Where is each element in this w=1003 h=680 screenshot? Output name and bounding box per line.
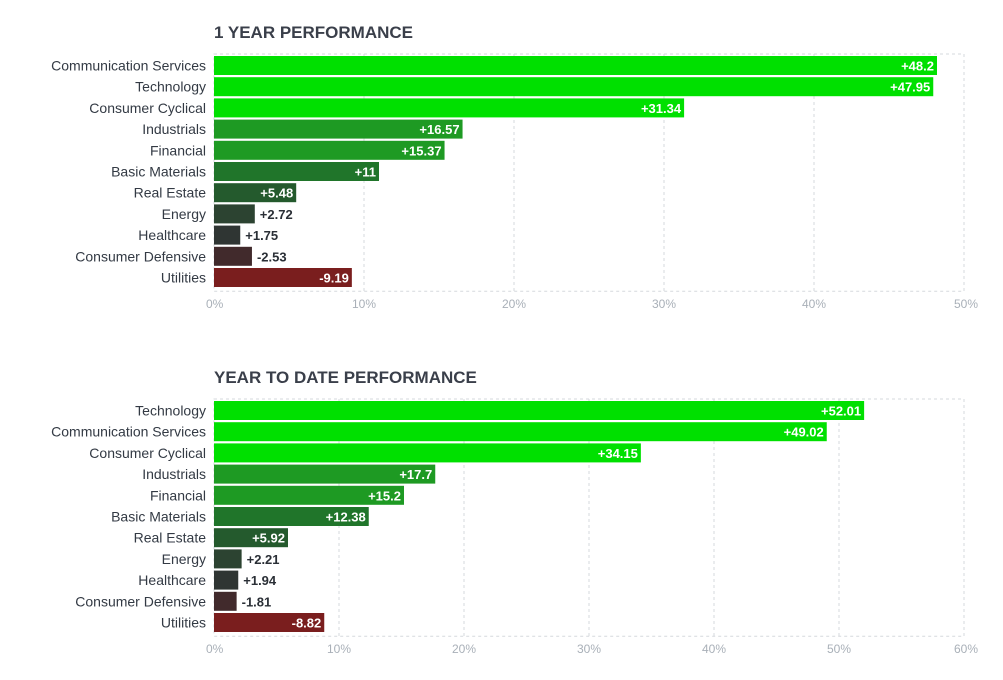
one-year-tick-label: 50% (954, 297, 978, 311)
one-year-tick-label: 20% (502, 297, 526, 311)
one-year-category-label: Consumer Defensive (75, 248, 206, 264)
ytd-bar (214, 485, 404, 505)
year-to-date-performance-svg: YEAR TO DATE PERFORMANCE 0% 10% 20% 30% 40% 50… (51, 368, 978, 656)
ytd-bar (214, 443, 641, 463)
ytd-category-label: Basic Materials (111, 509, 206, 525)
ytd-bar (214, 464, 436, 484)
ytd-bar (214, 401, 865, 420)
ytd-value-label: -8.82 (292, 616, 322, 631)
one-year-value-label: +47.95 (890, 80, 930, 95)
one-year-bar (214, 56, 937, 75)
ytd-tick-label: 40% (702, 642, 726, 656)
one-year-value-label: +5.48 (260, 186, 293, 201)
ytd-value-label: +2.21 (247, 552, 280, 567)
one-year-bar (214, 140, 445, 160)
one-year-value-label: +31.34 (641, 101, 682, 116)
one-year-category-label: Consumer Cyclical (89, 100, 206, 116)
one-year-bar (214, 225, 241, 245)
one-year-category-label: Communication Services (51, 58, 206, 74)
one-year-tick-label: 0% (206, 297, 224, 311)
one-year-category-label: Healthcare (138, 227, 206, 243)
ytd-bar (214, 549, 242, 569)
one-year-category-label: Industrials (142, 121, 206, 137)
ytd-bar (214, 591, 237, 611)
ytd-bar (214, 422, 827, 442)
ytd-tick-label: 30% (577, 642, 601, 656)
ytd-tick-label: 10% (327, 642, 351, 656)
ytd-tick-label: 20% (452, 642, 476, 656)
one-year-bar (214, 162, 379, 181)
ytd-bar (214, 507, 369, 526)
one-year-tick-label: 30% (652, 297, 676, 311)
one-year-performance-svg: 1 YEAR PERFORMANCE 0% 10% 20% 30% 40% 50% Commu… (51, 23, 978, 311)
one-year-value-label: +48.2 (901, 59, 934, 74)
year-to-date-performance-chart: YEAR TO DATE PERFORMANCE 0% 10% 20% 30% 40% 50… (0, 345, 1003, 665)
one-year-value-label: +2.72 (260, 207, 293, 222)
ytd-category-label: Communication Services (51, 424, 206, 440)
ytd-title: YEAR TO DATE PERFORMANCE (214, 368, 477, 387)
one-year-value-label: -9.19 (319, 271, 349, 286)
ytd-category-label: Technology (135, 403, 206, 419)
one-year-title: 1 YEAR PERFORMANCE (214, 23, 413, 42)
one-year-category-label: Technology (135, 79, 206, 95)
one-year-value-label: +1.75 (245, 228, 278, 243)
one-year-tick-label: 40% (802, 297, 826, 311)
one-year-value-label: +11 (355, 165, 376, 180)
ytd-value-label: +5.92 (252, 531, 285, 546)
one-year-value-label: -2.53 (257, 249, 287, 264)
ytd-value-label: +34.15 (598, 446, 638, 461)
one-year-category-label: Financial (150, 142, 206, 158)
one-year-tick-label: 10% (352, 297, 376, 311)
ytd-value-label: -1.81 (242, 594, 272, 609)
ytd-category-label: Real Estate (134, 530, 207, 546)
ytd-value-label: +52.01 (821, 404, 861, 419)
one-year-bar (214, 183, 297, 203)
ytd-category-label: Healthcare (138, 572, 206, 588)
one-year-bar (214, 204, 255, 224)
ytd-category-label: Industrials (142, 466, 206, 482)
one-year-bar (214, 246, 252, 266)
ytd-value-label: +12.38 (326, 510, 366, 525)
ytd-category-label: Consumer Cyclical (89, 445, 206, 461)
ytd-tick-label: 50% (827, 642, 851, 656)
ytd-bar (214, 570, 239, 590)
one-year-value-label: +16.57 (419, 122, 459, 137)
ytd-bar (214, 613, 325, 632)
ytd-value-label: +17.7 (399, 467, 432, 482)
ytd-bar (214, 528, 288, 548)
one-year-category-label: Basic Materials (111, 164, 206, 180)
ytd-category-label: Financial (150, 487, 206, 503)
one-year-bar (214, 119, 463, 139)
one-year-bar (214, 268, 352, 287)
ytd-tick-label: 0% (206, 642, 224, 656)
one-year-performance-chart: 1 YEAR PERFORMANCE 0% 10% 20% 30% 40% 50% Commu… (0, 0, 1003, 320)
ytd-category-label: Consumer Defensive (75, 593, 206, 609)
ytd-value-label: +15.2 (368, 488, 401, 503)
one-year-category-label: Energy (162, 206, 206, 222)
one-year-category-label: Real Estate (134, 185, 207, 201)
ytd-category-label: Utilities (161, 615, 206, 631)
one-year-bar (214, 77, 934, 97)
ytd-tick-label: 60% (954, 642, 978, 656)
ytd-value-label: +1.94 (243, 573, 277, 588)
ytd-category-label: Energy (162, 551, 206, 567)
one-year-value-label: +15.37 (401, 143, 441, 158)
one-year-bar (214, 98, 685, 118)
ytd-value-label: +49.02 (784, 425, 824, 440)
one-year-category-label: Utilities (161, 270, 206, 286)
